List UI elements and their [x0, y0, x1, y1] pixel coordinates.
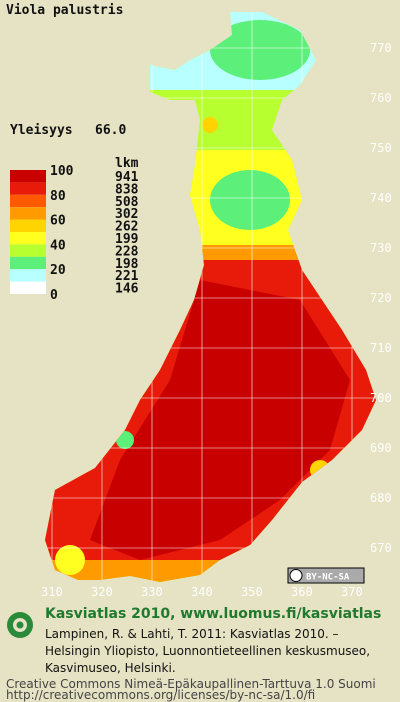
legend-count: 199: [115, 232, 138, 247]
legend-scale: 40: [50, 238, 66, 253]
x-axis-label: 310: [41, 585, 63, 599]
legend-count: 198: [115, 257, 139, 272]
y-axis-label: 740: [370, 191, 392, 205]
legend-count: 302: [115, 207, 138, 222]
x-axis-label: 340: [191, 585, 213, 599]
logo: [7, 612, 33, 638]
legend-count: 262: [115, 220, 138, 235]
legend-swatch: [10, 219, 46, 232]
legend-swatch: [10, 256, 46, 270]
citation-line: Kasvimuseo, Helsinki.: [45, 661, 176, 675]
license-url: http://creativecommons.org/licenses/by-n…: [6, 688, 315, 702]
legend-count: 838: [115, 182, 139, 197]
license-badge: BY-NC-SA: [287, 567, 365, 584]
x-axis-label: 370: [341, 585, 363, 599]
y-axis-label: 690: [370, 441, 392, 455]
y-axis-label: 670: [370, 541, 392, 555]
x-axis-label: 330: [141, 585, 163, 599]
y-axis-label: 700: [370, 391, 392, 405]
citation-line: Helsingin Yliopisto, Luonnontieteellinen…: [45, 644, 370, 658]
legend-count: 221: [115, 269, 139, 284]
legend-swatch: [10, 269, 46, 282]
legend-swatch: [10, 194, 46, 208]
footer-heading: Kasviatlas 2010, www.luomus.fi/kasviatla…: [45, 606, 381, 622]
legend-scale: 0: [50, 288, 58, 303]
y-axis-label: 750: [370, 141, 392, 155]
frequency-value: 66.0: [95, 123, 126, 138]
x-axis-label: 350: [241, 585, 263, 599]
y-axis-label: 720: [370, 291, 392, 305]
badge-text: BY-NC-SA: [306, 573, 350, 583]
legend-swatch: [10, 281, 46, 294]
y-axis-label: 680: [370, 491, 392, 505]
y-axis-label: 760: [370, 91, 392, 105]
legend-swatch: [10, 207, 46, 220]
legend-count: 941: [115, 170, 139, 185]
legend-swatch: [10, 182, 46, 195]
legend-scale: 20: [50, 263, 66, 278]
x-axis-label: 320: [91, 585, 113, 599]
legend-swatch: [10, 232, 46, 245]
legend-scale: 80: [50, 189, 66, 204]
y-axis-label: 770: [370, 41, 392, 55]
license-text: Creative Commons Nimeä-Epäkaupallinen-Ta…: [6, 677, 376, 691]
count-header: lkm: [115, 156, 139, 171]
y-axis-label: 730: [370, 241, 392, 255]
legend-scale: 100: [50, 164, 74, 179]
legend-swatch: [10, 244, 46, 257]
legend-count: 146: [115, 282, 139, 297]
y-axis-label: 710: [370, 341, 392, 355]
species-title: Viola palustris: [6, 3, 123, 18]
legend-count: 508: [115, 195, 139, 210]
legend-count: 228: [115, 244, 139, 259]
legend-scale: 60: [50, 214, 66, 229]
frequency-label: Yleisyys: [10, 123, 73, 138]
x-axis-label: 360: [291, 585, 313, 599]
legend-swatch: [10, 170, 46, 183]
citation-line: Lampinen, R. & Lahti, T. 2011: Kasviatla…: [45, 627, 339, 641]
